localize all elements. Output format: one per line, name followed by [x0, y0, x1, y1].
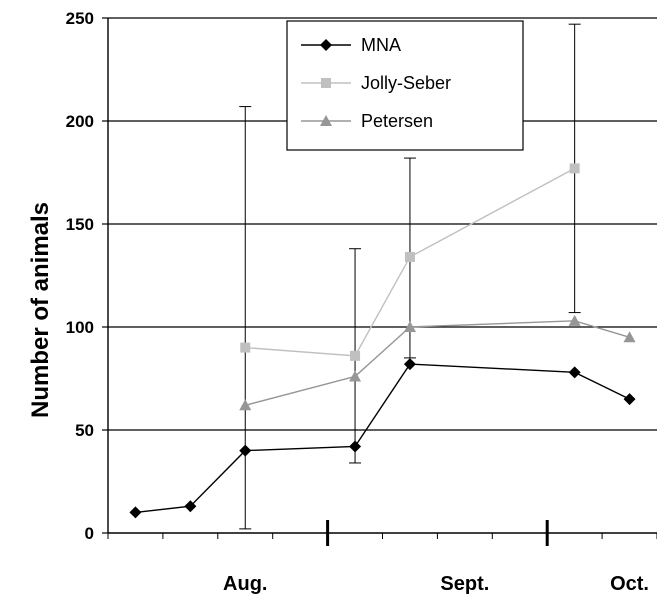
- petersen-point: [349, 370, 362, 382]
- jolly-seber-point: [240, 342, 251, 353]
- y-axis-title: Number of animals: [27, 202, 54, 418]
- petersen-point: [568, 314, 581, 326]
- legend: MNA Jolly-Seber Petersen: [286, 20, 524, 151]
- petersen-line: [245, 320, 630, 406]
- legend-mna-marker: [320, 39, 332, 51]
- x-category-label: Oct.: [610, 573, 649, 595]
- jolly-seber-point: [404, 251, 415, 262]
- jolly-seber-point: [569, 163, 580, 174]
- grid-lines: [108, 17, 657, 431]
- legend-jolly-seber-label: Jolly-Seber: [361, 73, 451, 93]
- petersen-point: [623, 331, 636, 343]
- y-tick-label: 200: [66, 112, 94, 131]
- y-tick-label: 0: [85, 524, 94, 543]
- y-tick-label: 250: [66, 9, 94, 28]
- petersen-point: [239, 399, 252, 411]
- mna-point: [568, 366, 581, 379]
- mna-point: [184, 500, 197, 513]
- mna-point: [349, 440, 362, 453]
- series-markers: [129, 163, 636, 519]
- axis-labels: 0 50 100 150 200 250 Aug. Sept. Oct.: [66, 9, 649, 595]
- mna-point: [623, 393, 636, 406]
- mna-line: [135, 363, 630, 514]
- y-tick-label: 100: [66, 318, 94, 337]
- x-category-label: Sept.: [440, 573, 489, 595]
- legend-mna-label: MNA: [361, 35, 401, 55]
- mna-point: [129, 506, 142, 519]
- axes: [102, 17, 657, 546]
- y-tick-label: 50: [75, 421, 94, 440]
- jolly-seber-line: [245, 167, 575, 357]
- y-tick-label: 150: [66, 215, 94, 234]
- mna-point: [239, 444, 252, 457]
- x-category-label: Aug.: [223, 573, 267, 595]
- series-lines: [135, 167, 630, 514]
- mna-point: [403, 358, 416, 371]
- legend-jolly-seber-marker: [321, 78, 331, 88]
- legend-petersen-marker: [320, 115, 332, 126]
- jolly-seber-point: [350, 350, 361, 361]
- petersen-point: [403, 321, 416, 332]
- legend-petersen-label: Petersen: [361, 111, 433, 131]
